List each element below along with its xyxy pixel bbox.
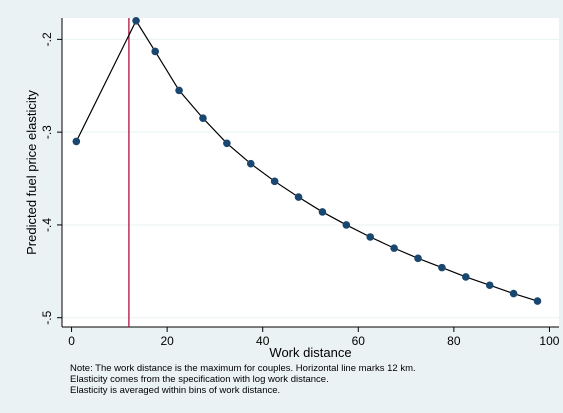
data-point-11: [366, 233, 374, 241]
data-point-14: [438, 264, 446, 272]
data-point-6: [247, 160, 255, 168]
data-point-8: [295, 193, 303, 201]
data-point-7: [271, 178, 279, 186]
x-tick-label-1: 20: [160, 334, 174, 348]
x-axis-label: Work distance: [269, 345, 351, 360]
note-line-3: Elasticity is averaged within bins of wo…: [70, 385, 550, 396]
y-axis-label: Predicted fuel price elasticity: [24, 90, 39, 255]
data-point-3: [175, 87, 183, 95]
data-point-10: [343, 221, 351, 229]
y-tick-label-3: -.5: [40, 310, 54, 324]
data-point-16: [486, 281, 494, 289]
data-point-5: [223, 139, 231, 147]
y-tick-label-2: -.4: [40, 218, 54, 232]
x-tick-label-2: 40: [256, 334, 270, 348]
x-tick-label-0: 0: [68, 334, 75, 348]
data-point-15: [462, 273, 470, 281]
x-tick-label-5: 100: [539, 334, 559, 348]
data-point-18: [534, 297, 542, 305]
data-point-1: [132, 17, 140, 25]
data-point-12: [390, 244, 398, 252]
plot-area: [62, 18, 559, 327]
note-line-2: Elasticity comes from the specification …: [70, 374, 550, 385]
data-point-2: [151, 48, 159, 56]
note-line-1: Note: The work distance is the maximum f…: [70, 363, 550, 374]
chart-note: Note: The work distance is the maximum f…: [70, 363, 550, 396]
data-point-9: [319, 208, 327, 216]
data-point-13: [414, 255, 422, 263]
y-tick-label-0: -.2: [40, 32, 54, 46]
data-point-0: [73, 138, 81, 146]
data-point-4: [199, 114, 207, 122]
x-tick-label-4: 80: [447, 334, 461, 348]
x-tick-label-3: 60: [352, 334, 366, 348]
y-tick-label-1: -.3: [40, 125, 54, 139]
data-point-17: [510, 290, 518, 298]
